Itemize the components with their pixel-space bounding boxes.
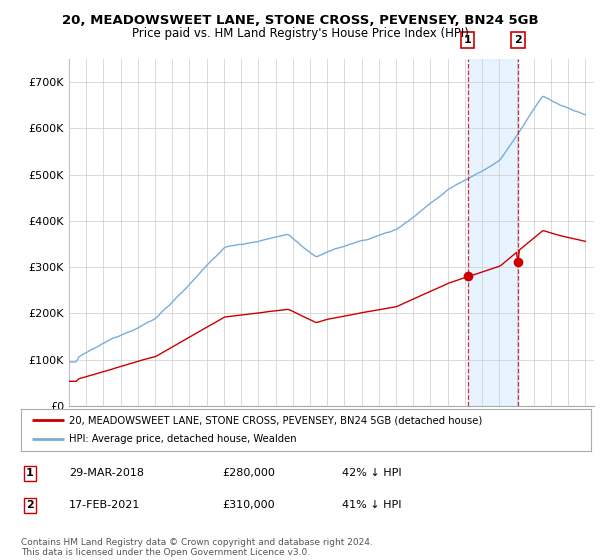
Text: 1: 1	[26, 468, 34, 478]
Text: Price paid vs. HM Land Registry's House Price Index (HPI): Price paid vs. HM Land Registry's House …	[131, 27, 469, 40]
Text: 17-FEB-2021: 17-FEB-2021	[69, 500, 140, 510]
Text: 1: 1	[464, 35, 472, 45]
Text: £280,000: £280,000	[222, 468, 275, 478]
Text: HPI: Average price, detached house, Wealden: HPI: Average price, detached house, Weal…	[70, 435, 297, 445]
Text: 20, MEADOWSWEET LANE, STONE CROSS, PEVENSEY, BN24 5GB (detached house): 20, MEADOWSWEET LANE, STONE CROSS, PEVEN…	[70, 415, 482, 425]
Text: 2: 2	[26, 500, 34, 510]
Text: £310,000: £310,000	[222, 500, 275, 510]
Text: 41% ↓ HPI: 41% ↓ HPI	[342, 500, 401, 510]
Text: 42% ↓ HPI: 42% ↓ HPI	[342, 468, 401, 478]
Text: Contains HM Land Registry data © Crown copyright and database right 2024.
This d: Contains HM Land Registry data © Crown c…	[21, 538, 373, 557]
Text: 29-MAR-2018: 29-MAR-2018	[69, 468, 144, 478]
Text: 20, MEADOWSWEET LANE, STONE CROSS, PEVENSEY, BN24 5GB: 20, MEADOWSWEET LANE, STONE CROSS, PEVEN…	[62, 14, 538, 27]
Bar	[468, 59, 518, 406]
Text: 2: 2	[514, 35, 522, 45]
